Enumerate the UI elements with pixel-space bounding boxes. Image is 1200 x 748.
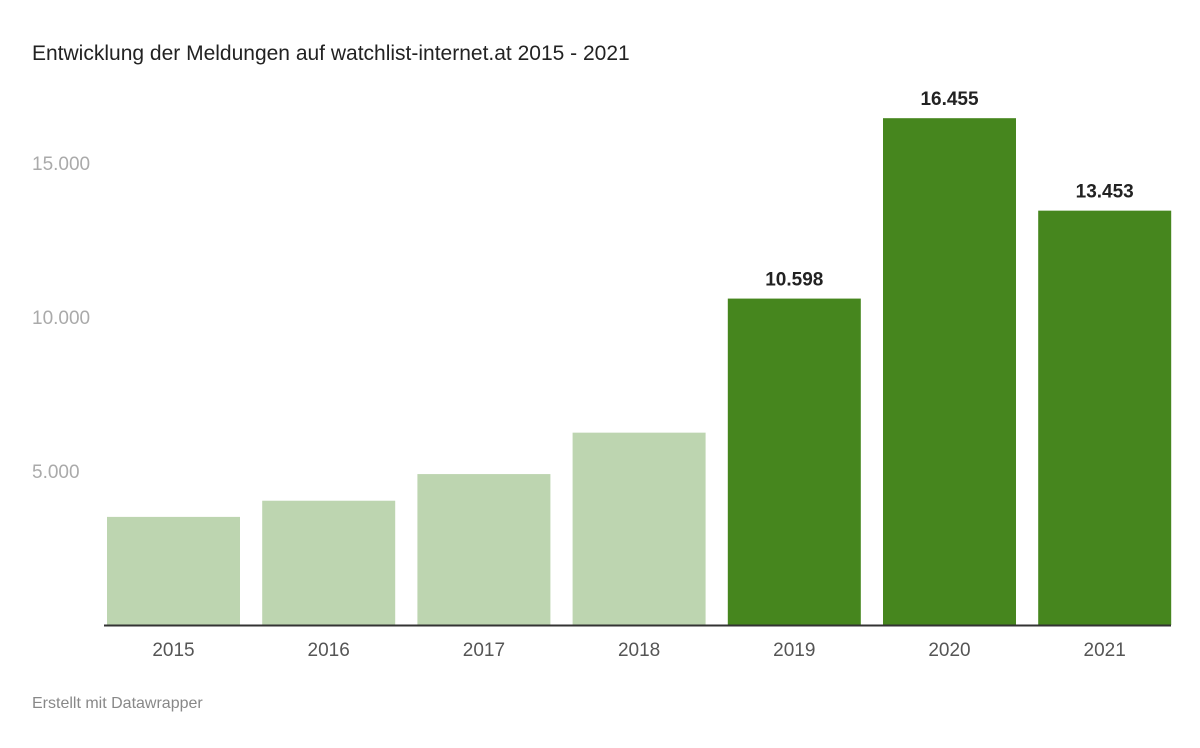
x-tick-label: 2019 — [773, 640, 815, 661]
y-tick-label: 5.000 — [32, 462, 80, 483]
chart-title: Entwicklung der Meldungen auf watchlist-… — [32, 42, 630, 65]
x-tick-label: 2016 — [308, 640, 350, 661]
data-label: 10.598 — [765, 270, 823, 291]
x-tick-label: 2018 — [618, 640, 660, 661]
footer-credit: Erstellt mit Datawrapper — [32, 695, 203, 712]
x-tick-label: 2021 — [1084, 640, 1126, 661]
y-tick-label: 10.000 — [32, 308, 90, 329]
bar-2017 — [417, 474, 551, 625]
bar-2016 — [262, 500, 396, 625]
data-label: 16.455 — [920, 89, 979, 110]
bar-2015 — [107, 516, 240, 625]
x-tick-label: 2017 — [463, 640, 505, 661]
data-label: 13.453 — [1076, 182, 1134, 203]
bar-2021 — [1038, 210, 1172, 626]
bar-2018 — [572, 432, 706, 625]
x-tick-label: 2015 — [152, 640, 194, 661]
y-tick-label: 15.000 — [32, 154, 90, 175]
bar-2020 — [883, 118, 1016, 625]
bar-2019 — [727, 298, 861, 625]
x-tick-label: 2020 — [928, 640, 970, 661]
